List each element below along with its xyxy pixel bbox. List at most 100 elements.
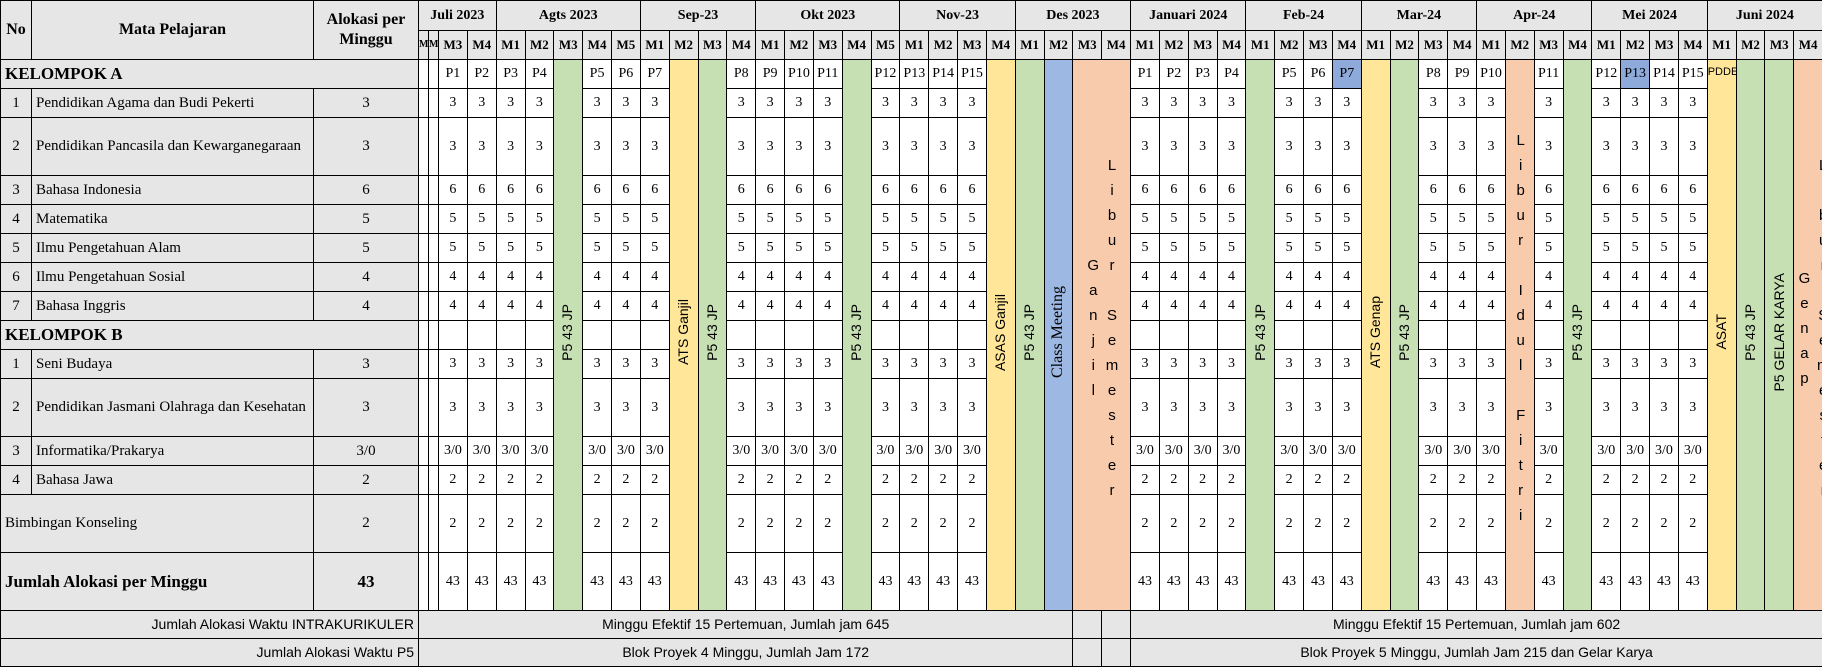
week-label: M1	[1591, 30, 1622, 60]
hours: 3	[1677, 117, 1708, 176]
week-label: M4	[1101, 30, 1132, 60]
subject: Ilmu Pengetahuan Sosial	[31, 262, 314, 292]
body-row: KELOMPOK B	[0, 320, 1822, 350]
allocation: 2	[313, 494, 419, 553]
hours: 6	[755, 175, 786, 205]
hours: 4	[1130, 262, 1160, 292]
hours: 3	[899, 88, 930, 118]
hours: 5	[1187, 204, 1218, 234]
hours: 3	[870, 349, 901, 379]
hours: 5	[784, 233, 814, 263]
meeting-label: P8	[1418, 59, 1449, 89]
hours: 4	[1274, 291, 1305, 321]
hours: 43	[1303, 552, 1333, 611]
hours: 5	[928, 204, 959, 234]
hours: 3	[524, 117, 555, 176]
hours: 4	[1418, 291, 1449, 321]
hours: 3	[639, 117, 670, 176]
week-label: M4	[466, 30, 497, 60]
week-label: M1	[1476, 30, 1506, 60]
footer-row: Jumlah Alokasi Waktu P5 Blok Proyek 4 Min…	[0, 638, 1822, 667]
hours: 5	[1216, 204, 1247, 234]
week-label: M1	[495, 30, 526, 60]
hours: 3	[438, 378, 468, 437]
hours: 3	[582, 117, 612, 176]
empty-cell	[428, 204, 439, 234]
hours: 6	[1187, 175, 1218, 205]
body-row: 2 Pendidikan Jasmani Olahraga dan Kesehat…	[0, 378, 1822, 437]
hours: 4	[1216, 262, 1247, 292]
empty-cell	[418, 117, 429, 176]
hours: 4	[812, 262, 843, 292]
hours: 5	[1274, 233, 1305, 263]
hours: 3	[1533, 88, 1564, 118]
band-text: P5 43 JP	[1395, 303, 1412, 361]
hours: 4	[870, 291, 901, 321]
allocation: 6	[313, 175, 419, 205]
hours: 4	[726, 262, 757, 292]
hours: 3	[582, 349, 612, 379]
hours: 2	[639, 465, 670, 495]
hours: 3/0	[1418, 436, 1449, 466]
hours: 6	[1418, 175, 1449, 205]
hours: 3	[524, 88, 555, 118]
hours: 5	[1303, 233, 1333, 263]
hours: 3	[755, 117, 786, 176]
hours: 4	[1418, 262, 1449, 292]
hours: 2	[1158, 465, 1189, 495]
hours: 3	[1158, 88, 1189, 118]
hours: 3	[899, 349, 930, 379]
allocation: 3/0	[313, 436, 419, 466]
hours: 6	[928, 175, 959, 205]
hours: 3	[870, 117, 901, 176]
hours: 3	[1476, 378, 1506, 437]
hours: 4	[726, 291, 757, 321]
hours: 5	[957, 233, 987, 263]
band-text: P5 GELAR KARYA	[1770, 272, 1787, 392]
empty-cell	[870, 320, 901, 350]
hours: 5	[870, 204, 901, 234]
hours: 6	[1447, 175, 1478, 205]
empty-cell	[928, 320, 959, 350]
empty-cell	[1649, 320, 1679, 350]
hours: 6	[957, 175, 987, 205]
week-label: M4	[985, 30, 1016, 60]
footer-text: Minggu Efektif 15 Pertemuan, Jumlah jam …	[1130, 610, 1822, 639]
header-row: No Mata Pelajaran Alokasi per Minggu Juli 2…	[0, 0, 1822, 60]
month-label: Okt 2023	[755, 0, 901, 31]
hours: 3	[1158, 378, 1189, 437]
hours: 2	[1649, 465, 1679, 495]
subject: Ilmu Pengetahuan Alam	[31, 233, 314, 263]
hours: 3	[1331, 88, 1362, 118]
hours: 5	[610, 233, 641, 263]
hours: 2	[1677, 465, 1708, 495]
allocation: 4	[313, 291, 419, 321]
hours: 4	[1476, 291, 1506, 321]
hours: 3	[1216, 88, 1247, 118]
hours: 3/0	[755, 436, 786, 466]
row-number: 3	[0, 175, 32, 205]
hours: 43	[1447, 552, 1478, 611]
week-label: M2	[1158, 30, 1189, 60]
empty-cell	[899, 320, 930, 350]
hours: 3	[1591, 378, 1622, 437]
meeting-label: P2	[466, 59, 497, 89]
hours: 4	[1533, 291, 1564, 321]
hours: 43	[957, 552, 987, 611]
hours: 43	[1158, 552, 1189, 611]
hours: 4	[495, 291, 526, 321]
hours: 5	[1158, 204, 1189, 234]
hours: 6	[812, 175, 843, 205]
empty-cell	[812, 320, 843, 350]
hours: 2	[1677, 494, 1708, 553]
week-label: M2	[784, 30, 814, 60]
hours: 3	[639, 88, 670, 118]
month-label: Mei 2024	[1591, 0, 1708, 31]
week-label: M1	[899, 30, 930, 60]
empty-cell	[438, 320, 468, 350]
footer-row: Jumlah Alokasi Waktu INTRAKURIKULER Mingg…	[0, 610, 1822, 639]
hours: 2	[755, 494, 786, 553]
group-label: KELOMPOK B	[0, 320, 419, 350]
empty-cell	[639, 320, 670, 350]
hours: 3/0	[1476, 436, 1506, 466]
